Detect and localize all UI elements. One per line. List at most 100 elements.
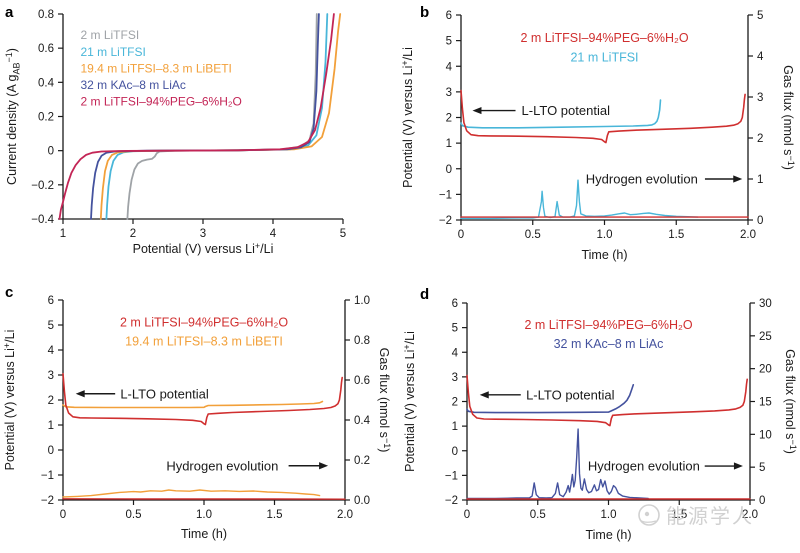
panel-letter-c: c — [5, 284, 13, 301]
x-tick-label: 1.5 — [671, 509, 687, 521]
y-tick-label-left: 0 — [48, 146, 54, 158]
y-tick-label-left: 4 — [452, 347, 459, 359]
x-tick-label: 1.5 — [267, 509, 283, 521]
annotation-0: L-LTO potential — [522, 103, 611, 118]
y-tick-label-left: −0.2 — [31, 180, 54, 192]
series-peg-h2o-potential — [62, 373, 344, 426]
x-tick-label: 0 — [458, 229, 464, 241]
y-tick-label-left: 3 — [446, 87, 452, 99]
x-axis-title: Time (h) — [581, 248, 627, 262]
y-tick-label-left: 3 — [48, 370, 54, 382]
y-tick-label-left: 0 — [452, 446, 458, 458]
arrow-head-icon — [733, 462, 743, 470]
panel-letter-d: d — [420, 286, 429, 303]
y-tick-label-left: −0.4 — [31, 214, 54, 226]
series-litfsi-21m-gas-flux — [460, 179, 699, 220]
series-peg-h2o-potential — [460, 89, 746, 144]
x-tick-label: 5 — [340, 228, 346, 240]
series-peg-h2o-potential — [466, 374, 749, 427]
arrow-head-icon — [472, 106, 482, 115]
legend-entry-2: 19.4 m LiTFSI–8.3 m LiBETI — [81, 61, 232, 75]
x-tick-label: 0.5 — [126, 509, 142, 521]
y-tick-label-right: 3 — [757, 92, 763, 104]
x-tick-label: 3 — [200, 228, 206, 240]
legend-entry-0: 2 m LiTFSI — [81, 28, 140, 42]
y-tick-label-left: 0.6 — [38, 43, 54, 55]
series-peg-h2o — [58, 13, 335, 220]
x-tick-label: 1.0 — [196, 509, 212, 521]
arrow-head-icon — [479, 391, 489, 399]
x-tick-label: 1.5 — [668, 229, 684, 241]
y-tick-label-right: 0 — [757, 215, 763, 227]
annotation-1: Hydrogen evolution — [166, 458, 278, 473]
y-tick-label-right: 5 — [759, 462, 765, 474]
y-tick-label-right: 20 — [759, 364, 772, 376]
x-tick-label: 2.0 — [742, 509, 758, 521]
x-tick-label: 2 — [130, 228, 136, 240]
x-tick-label: 1.0 — [597, 229, 613, 241]
y-tick-label-left: 1 — [452, 421, 458, 433]
annotation-1: Hydrogen evolution — [586, 172, 698, 187]
panel-a-svg: 1 2 3 4 5 −0.4 −0.2 0 0.2 0.4 0.6 0.8 Potential (V) … — [4, 4, 346, 256]
panel-c-libeti-chart: 0 0.5 1.0 1.5 2.0 −2 −1 0 1 2 3 4 5 6 0.0 0.2 0.4 0.6 0.8 1… — [0, 277, 400, 553]
y-tick-label-right: 5 — [757, 10, 763, 22]
panel-b-svg: 0 0.5 1.0 1.5 2.0 −2 −1 0 1 2 3 4 5 6 0 1 2 3 4 5 Time (h) Po… — [400, 4, 796, 262]
y-tick-label-left: 5 — [48, 320, 54, 332]
y-tick-label-right: 1.0 — [354, 295, 370, 307]
series-kac-liac-potential — [466, 384, 635, 414]
y-tick-label-left: 6 — [48, 295, 54, 307]
y-tick-label-left: 3 — [452, 372, 458, 384]
arrow-head-icon — [319, 462, 329, 470]
panel-d-kac-liac-chart: 0 0.5 1.0 1.5 2.0 −2 −1 0 1 2 3 4 5 6 0 5 10 15 20 25 30 Time… — [400, 277, 800, 553]
y-tick-label-left: 0 — [446, 164, 452, 176]
y-tick-label-right: 4 — [757, 51, 764, 63]
y-tick-label-left: 0 — [48, 445, 54, 457]
series-litfsi-libeti-potential — [62, 400, 324, 409]
x-tick-label: 1.0 — [601, 509, 617, 521]
x-axis-title: Potential (V) versus Li+/Li — [133, 241, 274, 256]
annotation-1: Hydrogen evolution — [588, 459, 700, 474]
legend-entry-0: 2 m LiTFSI–94%PEG–6%H₂O — [524, 318, 692, 332]
y-tick-label-left: −1 — [41, 470, 54, 482]
y-tick-label-right: 0.2 — [354, 455, 370, 467]
legend-entry-1: 19.4 m LiTFSI–8.3 m LiBETI — [125, 335, 283, 349]
arrow-head-icon — [733, 175, 743, 183]
legend-entry-1: 21 m LiTFSI — [570, 51, 638, 65]
legend-entry-1: 21 m LiTFSI — [81, 45, 146, 59]
y-tick-label-right: 0.6 — [354, 375, 370, 387]
series-litfsi-2m — [126, 13, 318, 220]
panel-a-cv-chart: 1 2 3 4 5 −0.4 −0.2 0 0.2 0.4 0.6 0.8 Potential (V) … — [0, 0, 400, 277]
x-tick-label: 0 — [60, 509, 66, 521]
x-tick-label: 0.5 — [525, 229, 541, 241]
y-tick-label-left: 6 — [452, 298, 458, 310]
y-axis-title-left: Potential (V) versus Li+/Li — [400, 47, 415, 188]
y-tick-label-right: 1 — [757, 174, 763, 186]
panel-d-svg: 0 0.5 1.0 1.5 2.0 −2 −1 0 1 2 3 4 5 6 0 5 10 15 20 25 30 Time… — [402, 286, 798, 542]
annotation-0: L-LTO potential — [526, 387, 615, 402]
y-tick-label-left: −2 — [445, 495, 458, 507]
y-axis-title-right: Gas flux (nmol s−1) — [783, 349, 798, 454]
series-kac-liac-gas-flux — [466, 428, 649, 500]
y-tick-label-left: −1 — [445, 470, 458, 482]
y-tick-label-right: 0.0 — [354, 495, 370, 507]
panel-letter-b: b — [420, 4, 429, 21]
x-axis-title: Time (h) — [585, 528, 631, 542]
x-axis-title: Time (h) — [181, 527, 227, 541]
y-tick-label-right: 15 — [759, 397, 772, 409]
y-axis-title-right: Gas flux (nmol s−1) — [377, 348, 392, 453]
legend-entry-1: 32 m KAc–8 m LiAc — [554, 337, 664, 351]
y-tick-label-right: 0.8 — [354, 335, 370, 347]
panel-b-litfsi21-chart: 0 0.5 1.0 1.5 2.0 −2 −1 0 1 2 3 4 5 6 0 1 2 3 4 5 Time (h) Po… — [400, 0, 800, 277]
legend-entry-0: 2 m LiTFSI–94%PEG–6%H₂O — [120, 315, 288, 329]
y-tick-label-left: 1 — [48, 420, 54, 432]
x-tick-label: 4 — [270, 228, 277, 240]
y-tick-label-left: 0.4 — [38, 77, 55, 89]
x-tick-label: 1 — [60, 228, 66, 240]
x-tick-label: 2.0 — [740, 229, 756, 241]
y-tick-label-left: 2 — [446, 113, 452, 125]
y-tick-label-left: 4 — [446, 61, 453, 73]
y-tick-label-left: −2 — [41, 495, 54, 507]
y-tick-label-left: 6 — [446, 10, 452, 22]
series-litfsi-libeti-gas-flux — [62, 489, 321, 498]
y-tick-label-left: 1 — [446, 138, 452, 150]
